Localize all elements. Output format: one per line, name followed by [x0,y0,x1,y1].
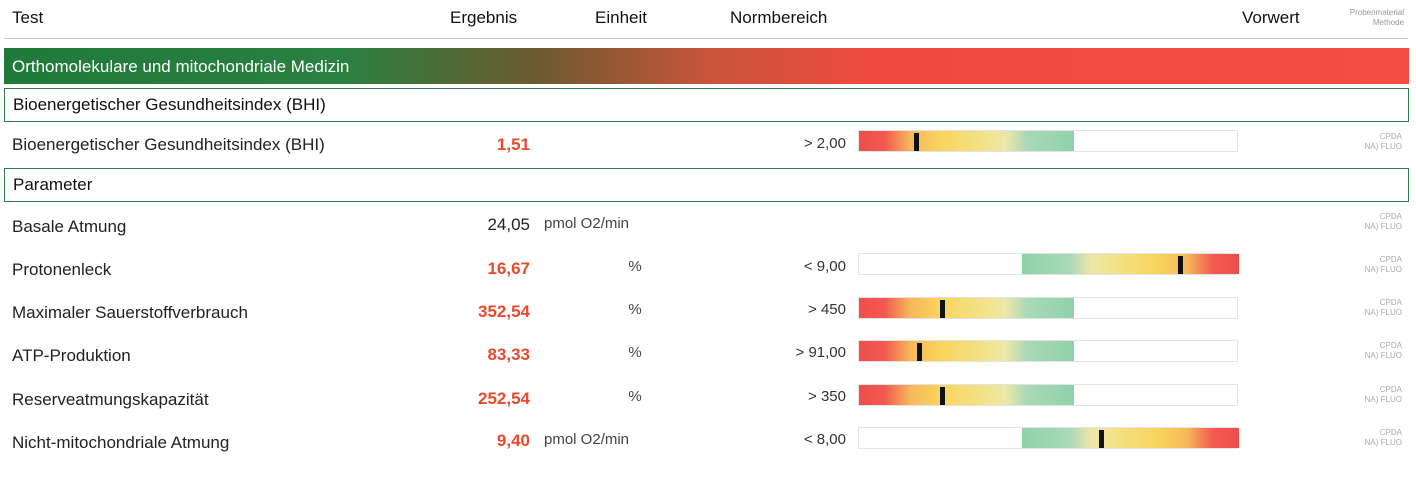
section-title: Orthomolekulare und mitochondriale Mediz… [12,57,350,76]
row-method-nicht-mito-atmung: CPDA NA) FLUO [1332,428,1402,448]
header-divider [4,38,1408,39]
method-line2: NA) FLUO [1364,265,1402,274]
row-unit-reserveatmung: % [628,388,642,405]
col-header-material-line2: Methode [1372,18,1404,27]
range-bar-protonenleck [858,253,1239,275]
row-ref-atp-produktion: > 91,00 [795,344,846,361]
method-line2: NA) FLUO [1364,395,1402,404]
row-result-reserveatmung: 252,54 [478,389,530,408]
section-banner: Orthomolekulare und mitochondriale Mediz… [4,48,1409,84]
row-result-bhi: 1,51 [496,135,530,154]
method-line2: NA) FLUO [1364,222,1402,231]
method-line2: NA) FLUO [1364,308,1402,317]
group-header-parameter: Parameter [4,168,1409,202]
method-line1: CPDA [1379,385,1402,394]
row-name-bhi: Bioenergetischer Gesundheitsindex (BHI) [12,135,325,154]
row-name-max-sauerstoff: Maximaler Sauerstoffverbrauch [12,303,248,322]
range-bar-fill [859,341,1074,361]
row-ref-reserveatmung: > 350 [808,388,846,405]
method-line2: NA) FLUO [1364,142,1402,151]
range-marker-max-sauerstoff [940,300,945,318]
row-ref-max-sauerstoff: > 450 [808,301,846,318]
col-header-einheit: Einheit [595,8,647,27]
range-bar-max-sauerstoff [858,297,1238,319]
method-line1: CPDA [1379,428,1402,437]
row-unit-nicht-mito-atmung: pmol O2/min [544,431,630,448]
row-ref-protonenleck: < 9,00 [803,258,846,275]
row-unit-basale-atmung: pmol O2/min [544,215,630,232]
row-result-nicht-mito-atmung: 9,40 [496,431,530,450]
row-unit-atp-produktion: % [628,344,642,361]
range-bar-fill [859,385,1074,405]
range-marker-atp-produktion [917,343,922,361]
row-name-protonenleck: Protonenleck [12,260,112,279]
range-bar-nicht-mito-atmung [858,427,1239,449]
row-method-protonenleck: CPDA NA) FLUO [1332,255,1402,275]
row-ref-bhi: > 2,00 [803,135,846,152]
range-marker-protonenleck [1178,256,1183,274]
row-unit-protonenleck: % [628,258,642,275]
row-result-atp-produktion: 83,33 [487,345,530,364]
row-name-atp-produktion: ATP-Produktion [12,346,131,365]
row-method-atp-produktion: CPDA NA) FLUO [1332,341,1402,361]
range-bar-fill [859,298,1074,318]
row-unit-max-sauerstoff: % [628,301,642,318]
row-result-max-sauerstoff: 352,54 [478,302,530,321]
group-title-parameter: Parameter [13,175,93,194]
col-header-material-line1: Probenmaterial [1349,8,1404,17]
row-method-bhi: CPDA NA) FLUO [1332,132,1402,152]
method-line2: NA) FLUO [1364,438,1402,447]
range-bar-fill [859,131,1074,151]
method-line1: CPDA [1379,132,1402,141]
row-result-basale-atmung: 24,05 [487,215,530,234]
range-marker-bhi [914,133,919,151]
range-bar-atp-produktion [858,340,1238,362]
range-bar-fill [1022,428,1239,448]
range-bar-bhi [858,130,1238,152]
range-bar-reserveatmung [858,384,1238,406]
row-method-reserveatmung: CPDA NA) FLUO [1332,385,1402,405]
row-name-basale-atmung: Basale Atmung [12,217,127,236]
range-marker-nicht-mito-atmung [1099,430,1104,448]
col-header-normbereich: Normbereich [730,8,828,27]
range-bar-fill [1022,254,1239,274]
row-ref-nicht-mito-atmung: < 8,00 [803,431,846,448]
col-header-vorwert: Vorwert [1242,8,1300,27]
method-line2: NA) FLUO [1364,351,1402,360]
group-header-bhi: Bioenergetischer Gesundheitsindex (BHI) [4,88,1409,122]
col-header-ergebnis: Ergebnis [450,8,518,27]
row-name-nicht-mito-atmung: Nicht-mitochondriale Atmung [12,433,230,452]
method-line1: CPDA [1379,255,1402,264]
row-name-reserveatmung: Reserveatmungskapazität [12,390,209,409]
row-method-max-sauerstoff: CPDA NA) FLUO [1332,298,1402,318]
method-line1: CPDA [1379,298,1402,307]
row-result-protonenleck: 16,67 [487,259,530,278]
range-marker-reserveatmung [940,387,945,405]
col-header-test: Test [12,8,44,27]
col-header-material: Probenmaterial Methode [1330,8,1404,28]
method-line1: CPDA [1379,212,1402,221]
row-method-basale-atmung: CPDA NA) FLUO [1332,212,1402,232]
method-line1: CPDA [1379,341,1402,350]
group-title-bhi: Bioenergetischer Gesundheitsindex (BHI) [13,95,326,114]
